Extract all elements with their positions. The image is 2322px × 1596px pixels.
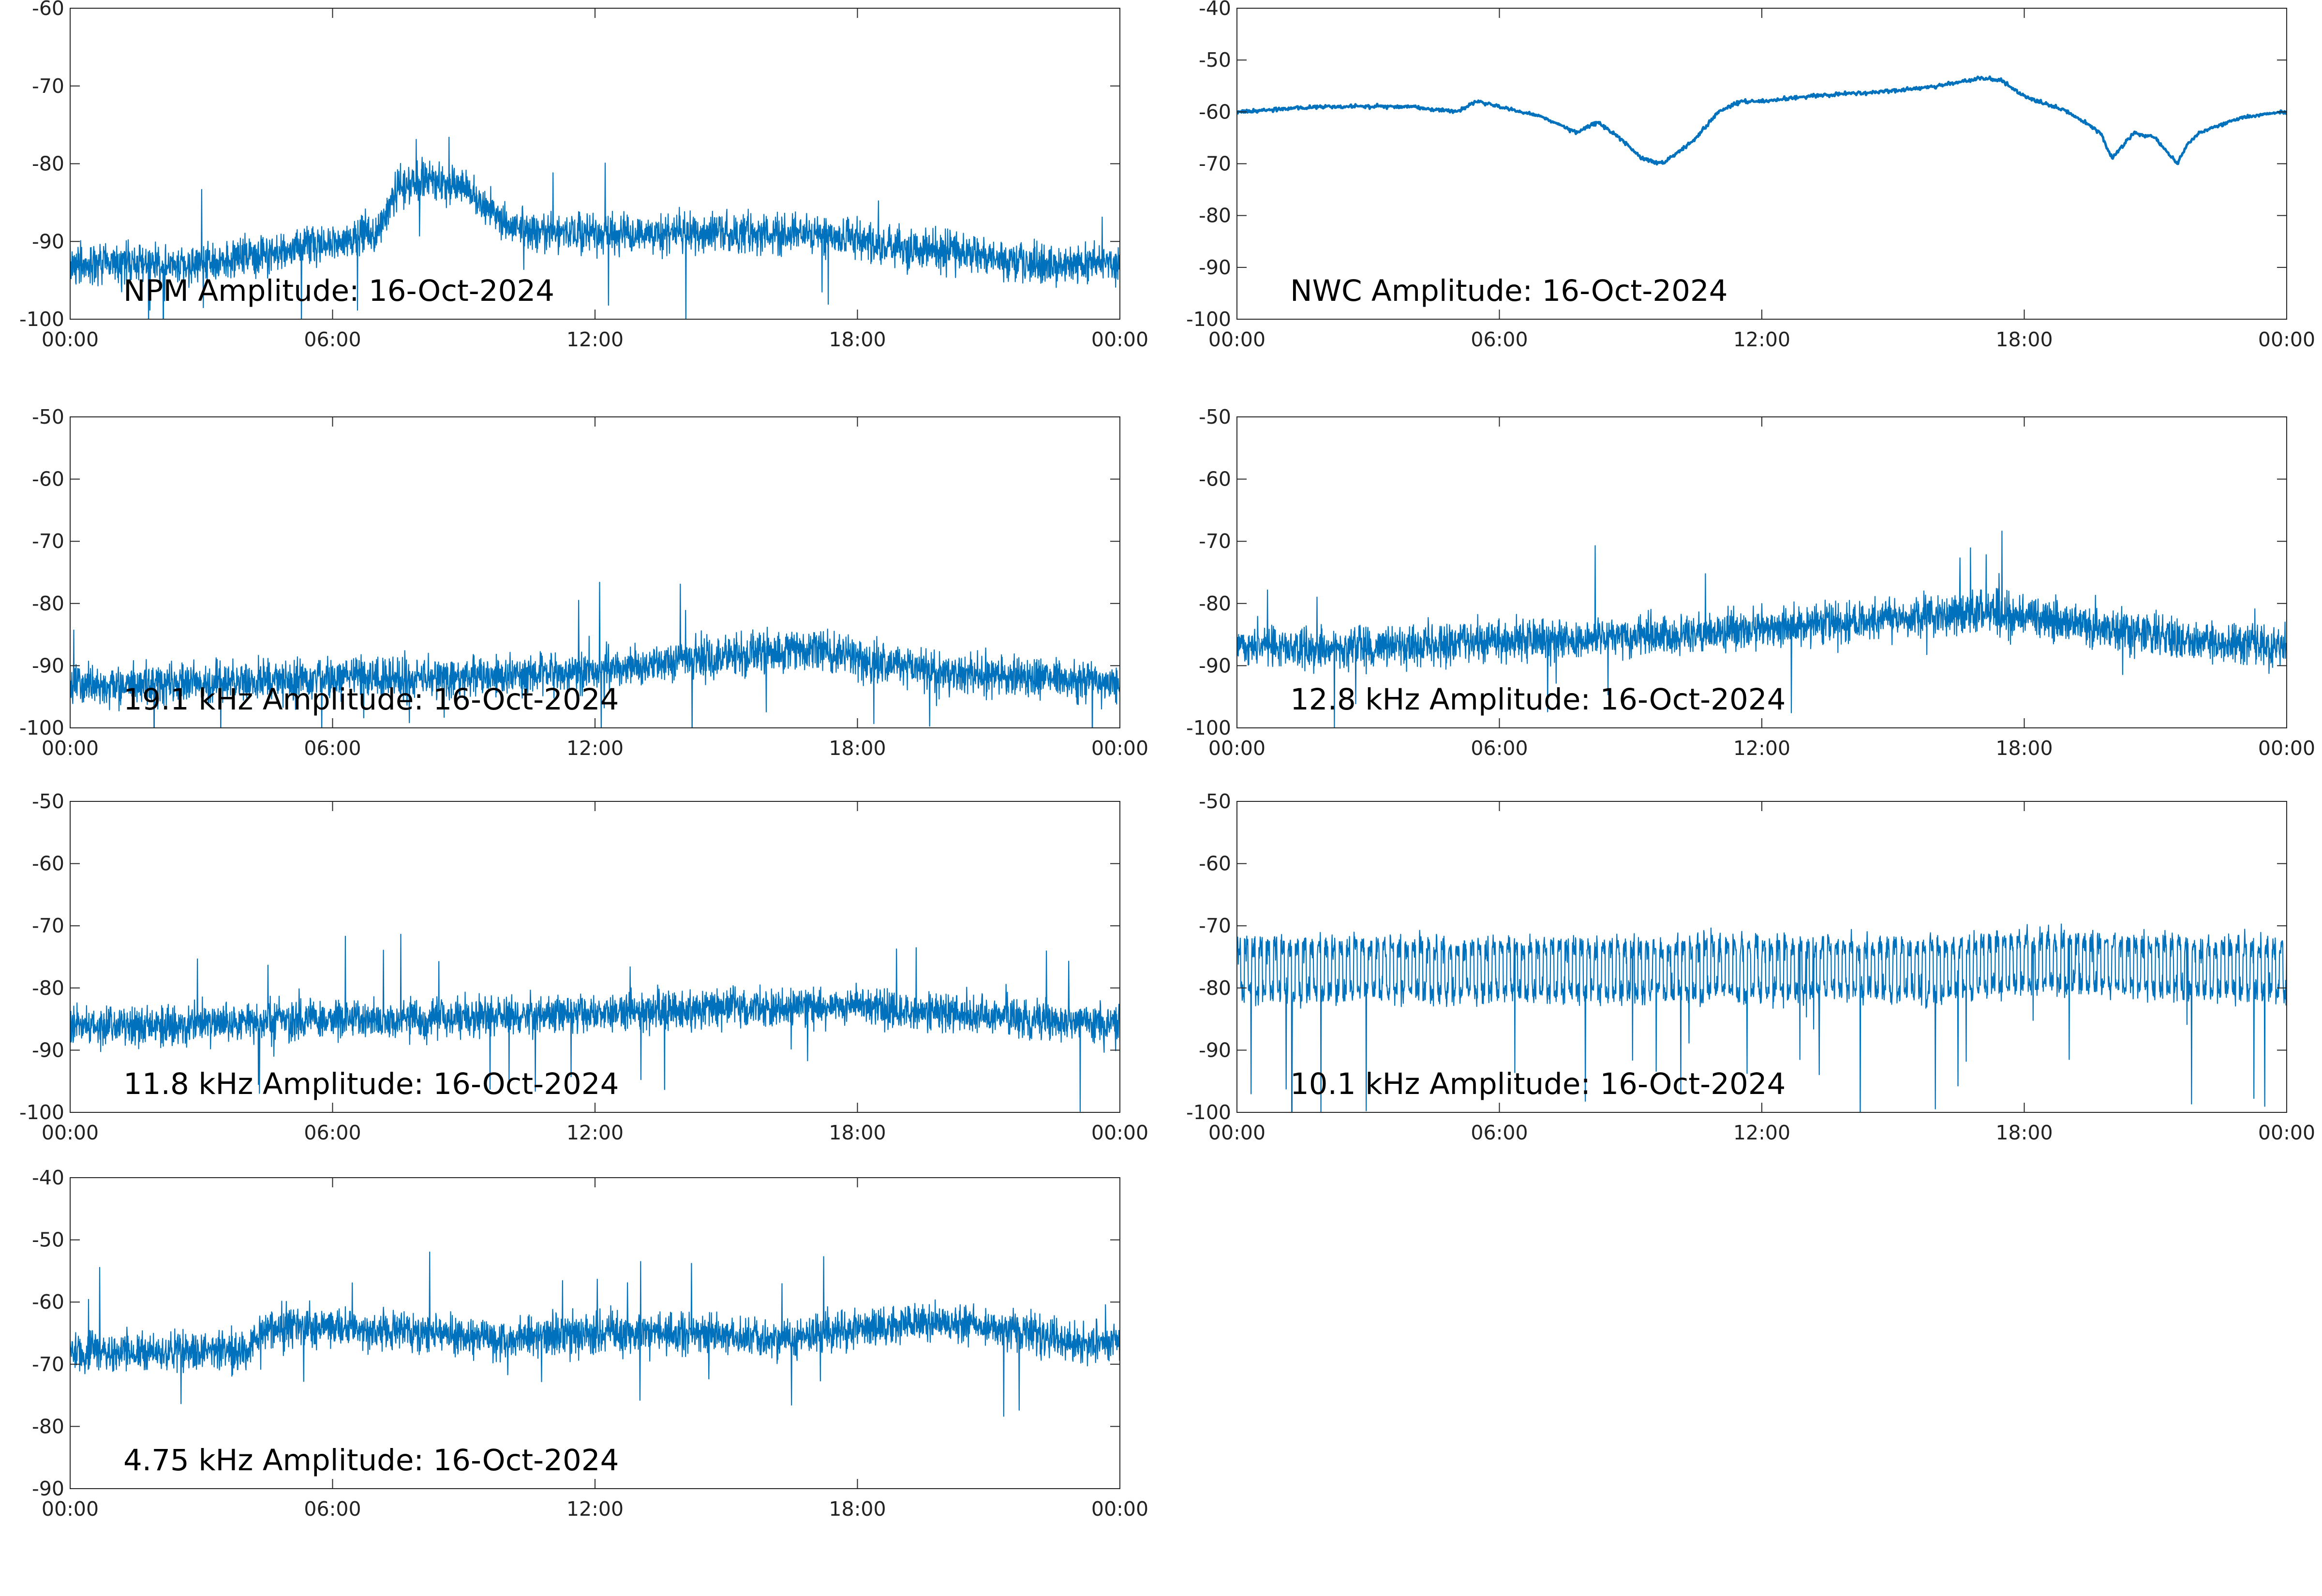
x-tick-label: 18:00 (829, 328, 886, 351)
x-tick-label: 12:00 (566, 1121, 624, 1144)
amplitude-series-line (1237, 75, 2287, 166)
x-tick-label: 00:00 (1091, 328, 1148, 351)
y-tick-label: -50 (1199, 790, 1231, 813)
x-tick-label: 00:00 (42, 328, 99, 351)
chart-panel-6: 00:00 06:00 12:00 18:00 00:00 -50 -60 -70 -80 -90… (1186, 790, 2315, 1144)
y-tick-label: -70 (32, 914, 64, 937)
y-tick-label: -70 (1199, 152, 1231, 176)
y-tick-label: -100 (1186, 1101, 1231, 1124)
amplitude-series-line (70, 1251, 1120, 1417)
y-tick-label: -60 (32, 0, 64, 20)
amplitude-series-line (70, 136, 1120, 319)
y-tick-label: -50 (32, 405, 64, 429)
x-tick-label: 12:00 (1733, 737, 1790, 760)
y-tick-label: -60 (1199, 100, 1231, 123)
y-tick-label: -50 (32, 1228, 64, 1252)
y-tick-label: -70 (32, 74, 64, 98)
panel-title: 11.8 kHz Amplitude: 16-Oct-2024 (123, 1067, 619, 1101)
amplitude-series-line (1237, 923, 2287, 1112)
x-tick-label: 18:00 (1995, 328, 2053, 351)
x-tick-label: 12:00 (1733, 1121, 1790, 1144)
x-tick-label: 12:00 (1733, 328, 1790, 351)
x-tick-label: 00:00 (1208, 328, 1265, 351)
y-tick-label: -90 (32, 654, 64, 677)
x-tick-label: 06:00 (304, 328, 361, 351)
x-tick-label: 18:00 (829, 1497, 886, 1521)
y-tick-label: -100 (1186, 308, 1231, 331)
y-tick-label: -80 (1199, 592, 1231, 615)
x-tick-label: 06:00 (1471, 737, 1528, 760)
y-tick-label: -90 (32, 230, 64, 253)
y-tick-label: -80 (32, 976, 64, 1000)
y-tick-label: -50 (32, 790, 64, 813)
y-tick-label: -80 (1199, 204, 1231, 227)
x-tick-label: 06:00 (1471, 1121, 1528, 1144)
amplitude-series-line (70, 581, 1120, 728)
y-tick-label: -60 (32, 468, 64, 491)
chart-panel-5: 00:00 06:00 12:00 18:00 00:00 -50 -60 -70 -80 -90… (19, 790, 1148, 1144)
y-tick-label: -60 (1199, 468, 1231, 491)
x-tick-label: 00:00 (1208, 1121, 1265, 1144)
y-tick-label: -90 (1199, 256, 1231, 279)
x-tick-label: 00:00 (42, 1121, 99, 1144)
y-tick-label: -60 (32, 852, 64, 875)
x-tick-label: 00:00 (2258, 328, 2315, 351)
x-tick-label: 12:00 (566, 737, 624, 760)
x-tick-label: 00:00 (1091, 737, 1148, 760)
x-tick-label: 00:00 (2258, 1121, 2315, 1144)
y-tick-label: -70 (32, 1353, 64, 1376)
y-tick-label: -100 (19, 1101, 64, 1124)
y-tick-label: -100 (19, 716, 64, 739)
y-tick-label: -90 (1199, 1038, 1231, 1062)
y-tick-label: -80 (32, 152, 64, 176)
x-tick-label: 00:00 (42, 737, 99, 760)
x-tick-label: 06:00 (304, 1497, 361, 1521)
y-tick-label: -50 (1199, 48, 1231, 72)
y-tick-label: -40 (1199, 0, 1231, 20)
y-tick-label: -90 (32, 1477, 64, 1500)
y-tick-label: -50 (1199, 405, 1231, 429)
x-tick-label: 18:00 (1995, 737, 2053, 760)
y-tick-label: -70 (1199, 914, 1231, 937)
x-tick-label: 12:00 (566, 328, 624, 351)
chart-panel-1: 00:00 06:00 12:00 18:00 00:00 -60 -70 -80 -90 -10… (19, 0, 1148, 351)
panel-title: 19.1 kHz Amplitude: 16-Oct-2024 (123, 682, 619, 717)
x-tick-label: 18:00 (1995, 1121, 2053, 1144)
amplitude-series-line (1237, 531, 2287, 728)
x-tick-label: 00:00 (1091, 1121, 1148, 1144)
y-tick-label: -90 (1199, 654, 1231, 677)
panel-title: NWC Amplitude: 16-Oct-2024 (1290, 274, 1728, 308)
x-tick-label: 06:00 (304, 1121, 361, 1144)
chart-panel-3: 00:00 06:00 12:00 18:00 00:00 -50 -60 -70 -80 -90… (19, 405, 1148, 760)
y-tick-label: -60 (1199, 852, 1231, 875)
panel-title: NPM Amplitude: 16-Oct-2024 (123, 274, 554, 308)
x-tick-label: 06:00 (1471, 328, 1528, 351)
x-tick-label: 00:00 (42, 1497, 99, 1521)
y-tick-label: -70 (32, 530, 64, 553)
x-tick-label: 00:00 (1208, 737, 1265, 760)
panel-title: 4.75 kHz Amplitude: 16-Oct-2024 (123, 1443, 619, 1478)
y-tick-label: -40 (32, 1166, 64, 1189)
chart-panel-7: 00:00 06:00 12:00 18:00 00:00 -40 -50 -60 -70 -80… (32, 1166, 1148, 1521)
y-tick-label: -80 (1199, 976, 1231, 1000)
x-tick-label: 00:00 (2258, 737, 2315, 760)
y-tick-label: -80 (32, 592, 64, 615)
x-tick-label: 12:00 (566, 1497, 624, 1521)
y-tick-label: -100 (1186, 716, 1231, 739)
x-tick-label: 00:00 (1091, 1497, 1148, 1521)
chart-panel-4: 00:00 06:00 12:00 18:00 00:00 -50 -60 -70 -80 -90… (1186, 405, 2315, 760)
x-tick-label: 06:00 (304, 737, 361, 760)
y-tick-label: -100 (19, 308, 64, 331)
x-tick-label: 18:00 (829, 1121, 886, 1144)
y-tick-label: -80 (32, 1415, 64, 1438)
y-tick-label: -70 (1199, 530, 1231, 553)
panel-title: 12.8 kHz Amplitude: 16-Oct-2024 (1290, 682, 1786, 717)
amplitude-series-line (70, 933, 1120, 1112)
chart-panel-2: 00:00 06:00 12:00 18:00 00:00 -40 -50 -60 -70 -80… (1186, 0, 2315, 351)
panel-title: 10.1 kHz Amplitude: 16-Oct-2024 (1290, 1067, 1786, 1101)
y-tick-label: -90 (32, 1038, 64, 1062)
x-tick-label: 18:00 (829, 737, 886, 760)
y-tick-label: -60 (32, 1290, 64, 1314)
